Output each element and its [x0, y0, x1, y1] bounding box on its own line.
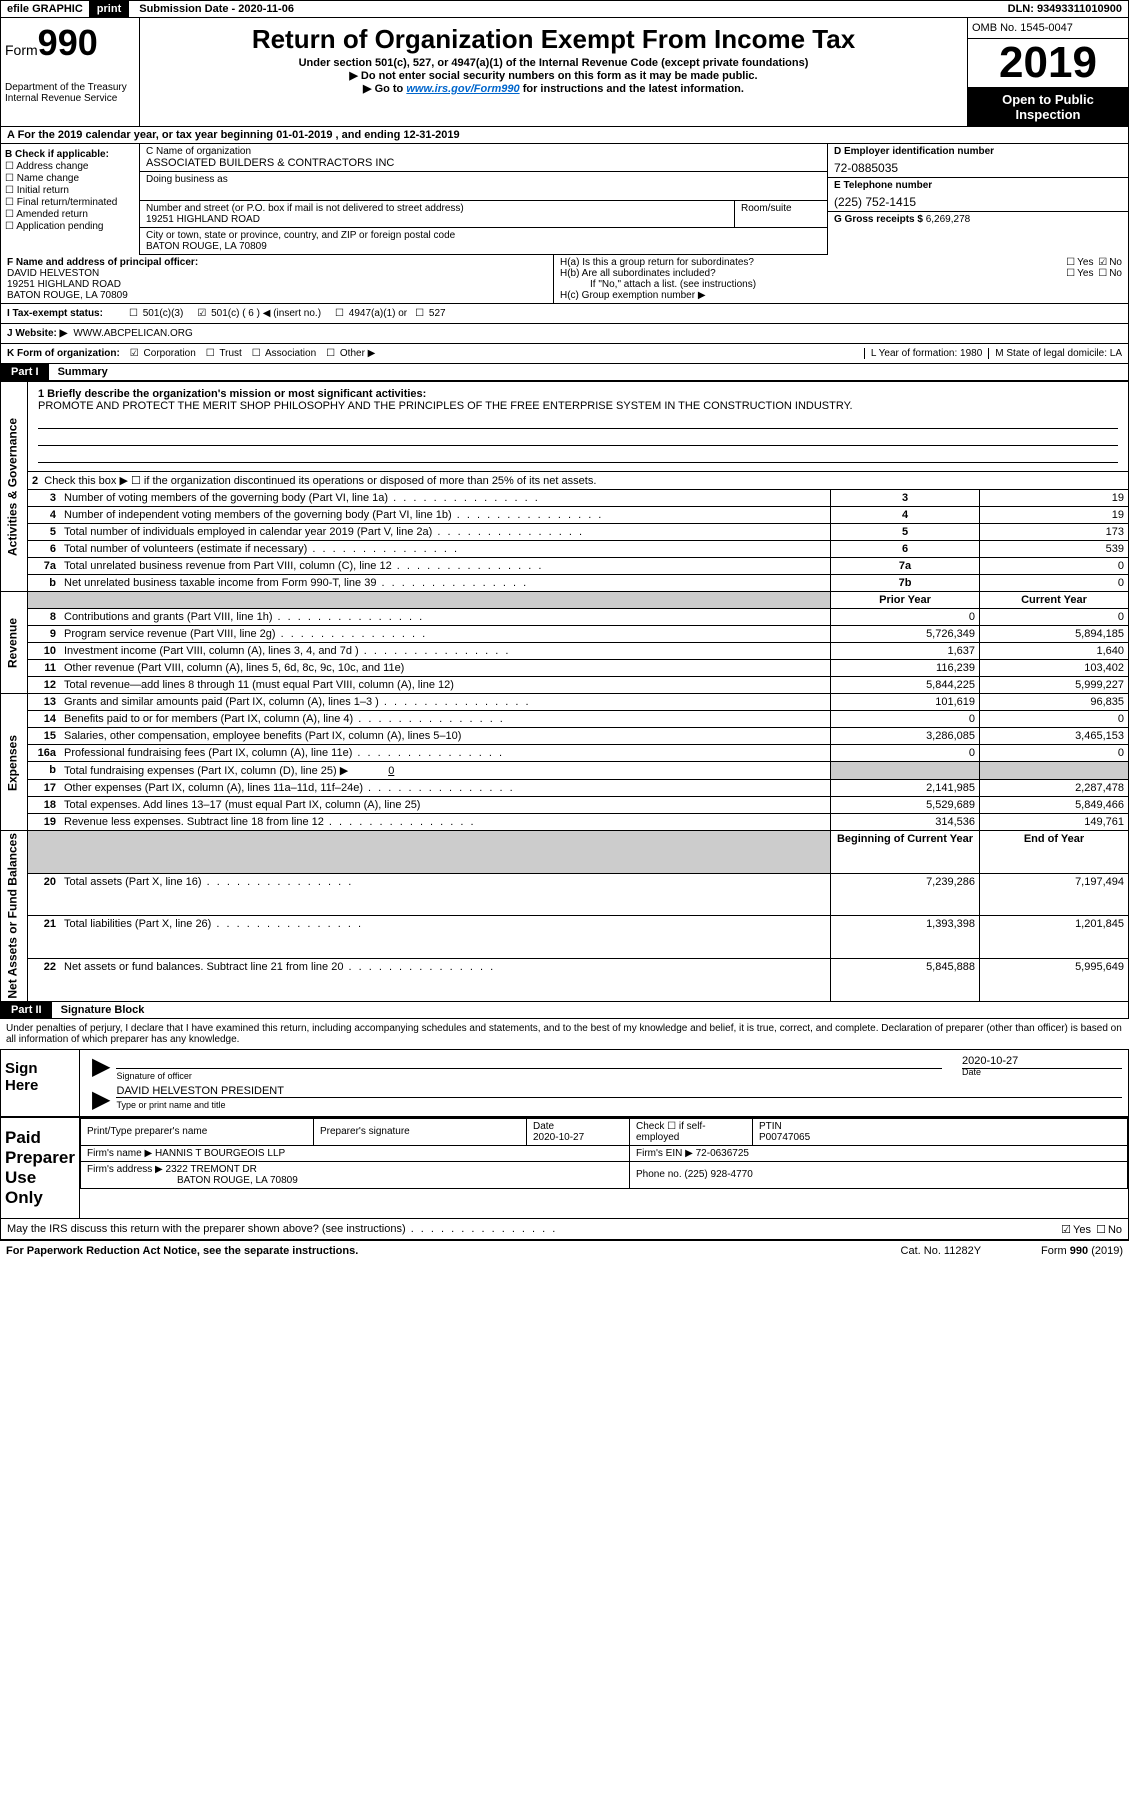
firm-phone: (225) 928-4770	[684, 1169, 752, 1180]
firm-name: HANNIS T BOURGEOIS LLP	[155, 1148, 285, 1159]
org-address: 19251 HIGHLAND ROAD	[146, 214, 728, 225]
discuss-no[interactable]	[1094, 1224, 1108, 1236]
year-formation: L Year of formation: 1980	[864, 348, 982, 359]
summary-table: Activities & Governance 1 Briefly descri…	[0, 381, 1129, 1002]
form-title: Return of Organization Exempt From Incom…	[144, 24, 963, 55]
sig-arrow-icon: ▶	[86, 1085, 116, 1114]
website-url: WWW.ABCPELICAN.ORG	[73, 328, 192, 339]
submission-date-label: Submission Date - 2020-11-06	[133, 1, 300, 17]
paid-preparer-block: Paid Preparer Use Only Print/Type prepar…	[0, 1117, 1129, 1219]
org-city: BATON ROUGE, LA 70809	[146, 241, 821, 252]
dept-label: Department of the Treasury Internal Reve…	[5, 82, 135, 104]
hb-no[interactable]	[1096, 268, 1109, 279]
row-a-period: A For the 2019 calendar year, or tax yea…	[0, 127, 1129, 144]
print-button[interactable]: print	[89, 1, 129, 17]
side-net-assets: Net Assets or Fund Balances	[1, 831, 28, 1002]
efile-label: efile GRAPHIC	[1, 1, 89, 17]
form-note2: Go to www.irs.gov/Form990 for instructio…	[144, 82, 963, 95]
firm-ein: 72-0636725	[696, 1148, 749, 1159]
form-title-block: Return of Organization Exempt From Incom…	[140, 18, 967, 126]
hb-yes[interactable]	[1064, 268, 1077, 279]
part1-header: Part I Summary	[0, 364, 1129, 381]
form-note1: Do not enter social security numbers on …	[144, 69, 963, 82]
header-right: OMB No. 1545-0047 2019 Open to Public In…	[967, 18, 1128, 126]
side-governance: Activities & Governance	[1, 382, 28, 592]
col-de: D Employer identification number 72-0885…	[827, 144, 1128, 255]
chk-name-change[interactable]: Name change	[5, 173, 135, 184]
chk-address-change[interactable]: Address change	[5, 161, 135, 172]
state-domicile: M State of legal domicile: LA	[988, 348, 1122, 359]
form-org-row: K Form of organization: Corporation Trus…	[0, 344, 1129, 364]
form-subtitle: Under section 501(c), 527, or 4947(a)(1)…	[144, 57, 963, 69]
side-revenue: Revenue	[1, 592, 28, 694]
tax-exempt-status: I Tax-exempt status: 501(c)(3) 501(c) ( …	[0, 304, 1129, 324]
org-name: ASSOCIATED BUILDERS & CONTRACTORS INC	[146, 157, 821, 169]
irs-link[interactable]: www.irs.gov/Form990	[406, 83, 519, 95]
discuss-row: May the IRS discuss this return with the…	[0, 1219, 1129, 1240]
telephone: (225) 752-1415	[834, 195, 1122, 209]
ha-no[interactable]	[1096, 257, 1109, 268]
principal-officer: F Name and address of principal officer:…	[1, 255, 554, 303]
sign-here-block: Sign Here ▶ Signature of officer 2020-10…	[0, 1049, 1129, 1117]
sig-arrow-icon: ▶	[86, 1052, 116, 1081]
discuss-yes[interactable]	[1059, 1224, 1073, 1236]
part2-header: Part II Signature Block	[0, 1002, 1129, 1019]
chk-application-pending[interactable]: Application pending	[5, 221, 135, 232]
group-return: H(a) Is this a group return for subordin…	[554, 255, 1128, 303]
gross-receipts: 6,269,278	[926, 214, 971, 225]
declaration-text: Under penalties of perjury, I declare th…	[0, 1019, 1129, 1049]
open-inspection: Open to Public Inspection	[968, 88, 1128, 126]
top-bar: efile GRAPHIC print Submission Date - 20…	[0, 0, 1129, 18]
page-footer: For Paperwork Reduction Act Notice, see …	[0, 1240, 1129, 1261]
mission-text: PROMOTE AND PROTECT THE MERIT SHOP PHILO…	[38, 400, 1118, 412]
col-b-checkboxes: B Check if applicable: Address change Na…	[1, 144, 140, 255]
omb-number: OMB No. 1545-0047	[968, 18, 1128, 39]
col-c-name-address: C Name of organization ASSOCIATED BUILDE…	[140, 144, 827, 255]
tax-year: 2019	[968, 39, 1128, 88]
form-header: Form990 Department of the Treasury Inter…	[0, 18, 1129, 127]
ein: 72-0885035	[834, 161, 1122, 175]
officer-name-title: DAVID HELVESTON PRESIDENT	[116, 1085, 1122, 1097]
form-number-block: Form990 Department of the Treasury Inter…	[1, 18, 140, 126]
dln: DLN: 93493311010900	[1002, 1, 1128, 17]
ptin: P00747065	[759, 1132, 810, 1143]
section-bcde: B Check if applicable: Address change Na…	[0, 144, 1129, 255]
side-expenses: Expenses	[1, 694, 28, 831]
chk-amended[interactable]: Amended return	[5, 209, 135, 220]
chk-final-return[interactable]: Final return/terminated	[5, 197, 135, 208]
row-fgh: F Name and address of principal officer:…	[0, 255, 1129, 304]
ha-yes[interactable]	[1064, 257, 1077, 268]
chk-initial-return[interactable]: Initial return	[5, 185, 135, 196]
website-row: J Website: ▶ WWW.ABCPELICAN.ORG	[0, 324, 1129, 344]
